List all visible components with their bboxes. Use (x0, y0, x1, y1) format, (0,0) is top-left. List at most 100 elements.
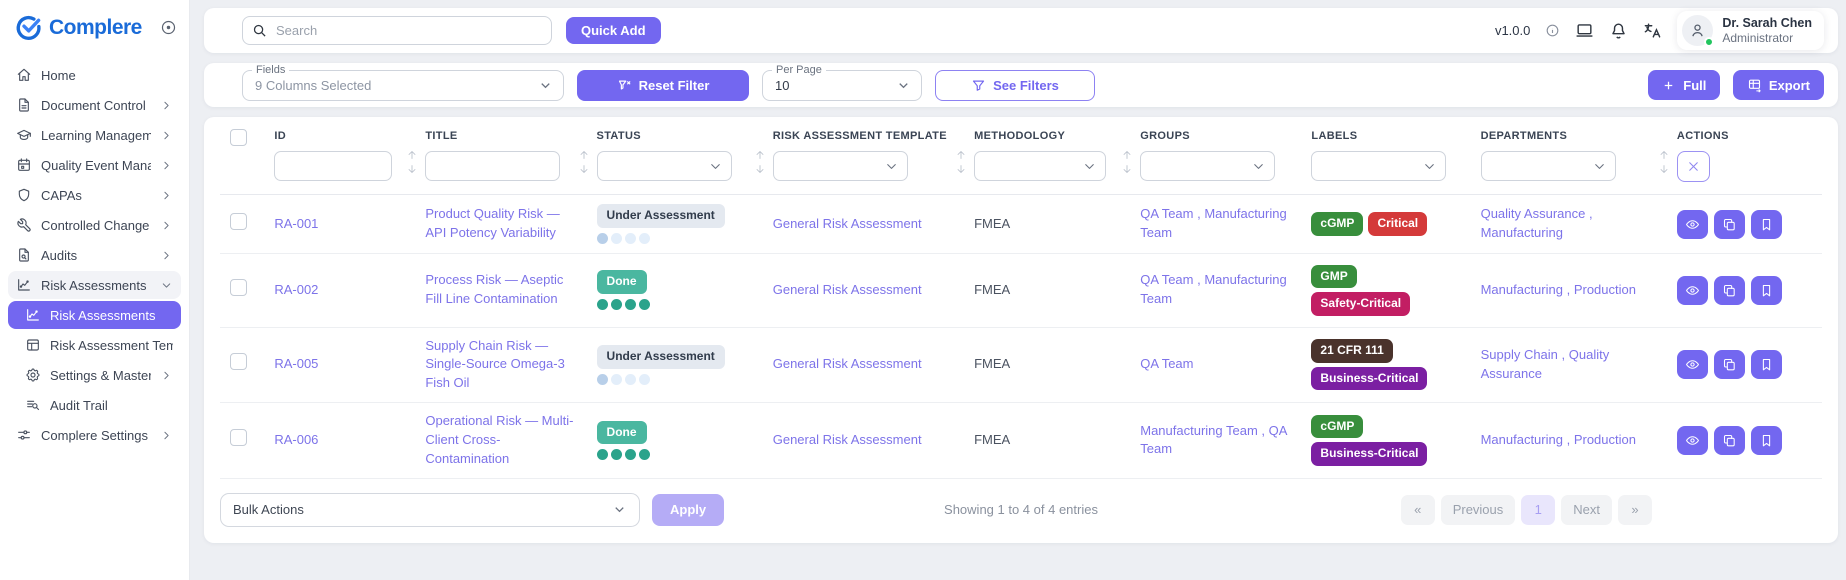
see-filters-button[interactable]: See Filters (935, 69, 1095, 101)
clear-filters-button[interactable] (1676, 151, 1710, 183)
entity-link[interactable]: QA Team (1140, 206, 1194, 222)
row-title-link[interactable]: Product Quality Risk — API Potency Varia… (425, 206, 560, 241)
duplicate-button[interactable] (1713, 209, 1745, 239)
full-button[interactable]: Full (1647, 70, 1720, 100)
sidebar-item-home[interactable]: Home (8, 61, 181, 89)
last-page-button[interactable]: » (1618, 494, 1652, 525)
filter-select-departments[interactable] (1480, 151, 1616, 182)
entity-link[interactable]: Quality Assurance (1480, 346, 1610, 381)
row-id-link[interactable]: RA-001 (274, 215, 319, 231)
sidebar-item-document-control[interactable]: Document Control (8, 91, 181, 119)
filter-select-risk-assessment-template[interactable] (772, 151, 908, 182)
info-icon[interactable] (1545, 23, 1560, 38)
bell-icon[interactable] (1609, 21, 1628, 40)
row-id-link[interactable]: RA-006 (274, 431, 319, 447)
sidebar-collapse-icon[interactable] (160, 19, 177, 36)
sidebar-item-complere-settings[interactable]: Complere Settings (8, 421, 181, 449)
page-1-button[interactable]: 1 (1521, 494, 1556, 525)
entity-link[interactable]: Manufacturing Team (1140, 206, 1287, 241)
entity-link[interactable]: QA Team (1140, 422, 1287, 457)
sort-arrows-id[interactable] (406, 149, 418, 175)
filter-select-labels[interactable] (1311, 151, 1446, 182)
bookmark-button[interactable] (1750, 350, 1782, 380)
template-link[interactable]: General Risk Assessment (772, 215, 922, 231)
sort-arrows-status[interactable] (754, 149, 766, 175)
duplicate-button[interactable] (1713, 425, 1745, 455)
bookmark-button[interactable] (1750, 275, 1782, 305)
sort-arrows-risk-assessment-template[interactable] (955, 149, 967, 175)
groups-cell: QA Team (1134, 327, 1306, 404)
laptop-icon[interactable] (1575, 21, 1594, 40)
row-title-link[interactable]: Supply Chain Risk — Single-Source Omega-… (425, 337, 565, 391)
filter-select-methodology[interactable] (974, 151, 1106, 182)
row-id-link[interactable]: RA-005 (274, 356, 319, 372)
row-checkbox[interactable] (230, 212, 247, 230)
filter-select-groups[interactable] (1140, 151, 1276, 182)
progress-dot (638, 298, 650, 310)
sidebar-item-risk-assessments[interactable]: Risk Assessments (8, 301, 181, 329)
export-button[interactable]: Export (1732, 70, 1824, 100)
translate-icon[interactable] (1643, 21, 1662, 40)
sidebar-item-controlled-change[interactable]: Controlled Change (8, 211, 181, 239)
view-button[interactable] (1676, 275, 1708, 305)
view-button[interactable] (1676, 209, 1708, 239)
see-filters-label: See Filters (993, 77, 1059, 93)
filter-input-id[interactable] (274, 151, 393, 182)
duplicate-button[interactable] (1713, 275, 1745, 305)
per-page-dropdown[interactable]: Per Page 10 (762, 63, 922, 101)
entity-link[interactable]: QA Team (1140, 272, 1194, 288)
filter-select-status[interactable] (596, 151, 732, 182)
view-button[interactable] (1676, 425, 1708, 455)
row-checkbox[interactable] (230, 278, 247, 296)
entity-link[interactable]: Manufacturing Team (1140, 272, 1287, 307)
full-label: Full (1683, 77, 1707, 93)
view-button[interactable] (1676, 350, 1708, 380)
search-input[interactable] (242, 16, 552, 45)
next-page-button[interactable]: Next (1561, 494, 1612, 525)
sidebar-item-settings-master[interactable]: Settings & Master (8, 361, 181, 389)
template-link[interactable]: General Risk Assessment (772, 281, 922, 297)
chevron-down-icon (1422, 159, 1437, 174)
entity-link[interactable]: Manufacturing (1480, 225, 1563, 241)
entity-link[interactable]: Manufacturing (1480, 431, 1563, 447)
sort-arrows-title[interactable] (578, 149, 590, 175)
entity-link[interactable]: Production (1573, 281, 1636, 297)
user-menu[interactable]: Dr. Sarah Chen Administrator (1677, 11, 1824, 50)
reset-filter-button[interactable]: Reset Filter (577, 69, 749, 101)
label-pill: 21 CFR 111 (1311, 339, 1393, 363)
previous-page-button[interactable]: Previous (1440, 494, 1516, 525)
sort-arrows-departments[interactable] (1658, 149, 1670, 175)
row-title-link[interactable]: Process Risk — Aseptic Fill Line Contami… (425, 272, 564, 307)
duplicate-button[interactable] (1713, 350, 1745, 380)
bookmark-button[interactable] (1750, 425, 1782, 455)
template-link[interactable]: General Risk Assessment (772, 356, 922, 372)
entity-link[interactable]: Manufacturing Team (1140, 422, 1258, 438)
template-link[interactable]: General Risk Assessment (772, 431, 922, 447)
entity-link[interactable]: Production (1573, 431, 1636, 447)
sort-arrows-methodology[interactable] (1121, 149, 1133, 175)
quick-add-button[interactable]: Quick Add (566, 17, 661, 44)
sidebar-item-quality-event-manage[interactable]: Quality Event Manage... (8, 151, 181, 179)
bulk-actions-dropdown[interactable]: Bulk Actions (220, 492, 640, 527)
row-title-link[interactable]: Operational Risk — Multi-Client Cross-Co… (425, 413, 574, 466)
entity-link[interactable]: Supply Chain (1480, 346, 1558, 362)
row-id-link[interactable]: RA-002 (274, 281, 319, 297)
bookmark-button[interactable] (1750, 209, 1782, 239)
row-checkbox[interactable] (230, 353, 247, 371)
sidebar-item-audit-trail[interactable]: Audit Trail (8, 391, 181, 419)
first-page-button[interactable]: « (1400, 494, 1435, 525)
row-checkbox[interactable] (230, 428, 247, 446)
sidebar-item-learning-managemen[interactable]: Learning Managemen... (8, 121, 181, 149)
entity-link[interactable]: QA Team (1140, 356, 1194, 372)
filter-input-title[interactable] (425, 151, 561, 182)
select-all-checkbox[interactable] (230, 129, 247, 146)
fields-dropdown[interactable]: Fields 9 Columns Selected (242, 63, 564, 101)
sidebar-item-label: Audit Trail (50, 397, 108, 413)
apply-button[interactable]: Apply (652, 493, 725, 526)
sidebar-item-capas[interactable]: CAPAs (8, 181, 181, 209)
sidebar-item-risk-assessment-temp[interactable]: Risk Assessment Temp... (8, 331, 181, 359)
entity-link[interactable]: Manufacturing (1480, 281, 1563, 297)
sidebar-item-risk-assessments[interactable]: Risk Assessments (8, 271, 181, 299)
entity-link[interactable]: Quality Assurance (1480, 206, 1586, 222)
sidebar-item-audits[interactable]: Audits (8, 241, 181, 269)
